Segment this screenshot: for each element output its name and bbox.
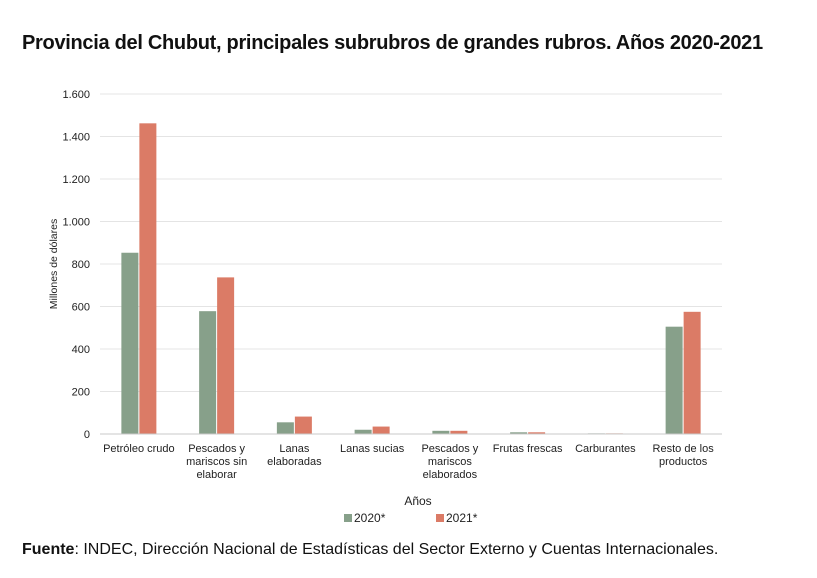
- bar-2020-5: [510, 432, 528, 434]
- source-label: Fuente: [22, 541, 75, 558]
- source-note: Fuente: INDEC, Dirección Nacional de Est…: [22, 541, 718, 559]
- x-tick-label-line: Resto de los: [653, 443, 715, 455]
- bar-2020-3: [354, 429, 372, 434]
- x-tick-label-line: mariscos sin: [186, 456, 247, 468]
- y-tick-label: 600: [72, 302, 90, 314]
- y-tick-label: 1.400: [62, 132, 90, 144]
- bar-2021-7: [683, 311, 701, 434]
- x-tick-label-line: productos: [659, 456, 708, 468]
- bars: [121, 123, 701, 434]
- x-tick-label-line: elaborar: [196, 469, 237, 481]
- gridlines: [100, 93, 722, 392]
- y-axis-ticks: 0 200 400 600 800 1.000 1.200 1.400 1.600: [62, 89, 90, 441]
- x-tick-label: Frutas frescas: [493, 443, 563, 455]
- legend: 2020* 2021*: [344, 511, 478, 525]
- x-tick-label: Carburantes: [575, 443, 636, 455]
- x-tick-label-line: Pescados y: [188, 443, 245, 455]
- x-tick-label: Resto de los productos: [653, 443, 715, 468]
- bar-2020-7: [665, 326, 683, 434]
- legend-swatch: [344, 514, 352, 522]
- bar-2021-0: [139, 123, 157, 434]
- x-tick-label: Pescados y mariscos sin elaborar: [186, 443, 247, 481]
- bar-2020-0: [121, 252, 139, 434]
- x-axis-label: Años: [404, 494, 431, 508]
- y-tick-label: 1.000: [62, 217, 90, 229]
- x-tick-label-line: Carburantes: [575, 443, 636, 455]
- source-text: : INDEC, Dirección Nacional de Estadísti…: [74, 541, 719, 558]
- y-tick-label: 200: [72, 387, 90, 399]
- bar-2021-4: [450, 430, 468, 434]
- y-tick-label: 1.600: [62, 89, 90, 101]
- x-tick-label: Petróleo crudo: [103, 443, 175, 455]
- x-tick-label-line: mariscos: [428, 456, 473, 468]
- y-tick-label: 400: [72, 344, 90, 356]
- x-tick-label: Pescados y mariscos elaborados: [421, 443, 478, 481]
- x-tick-label-line: Pescados y: [421, 443, 478, 455]
- y-tick-label: 0: [84, 429, 90, 441]
- bar-2021-2: [294, 416, 312, 434]
- bar-2021-3: [372, 426, 390, 434]
- bar-2021-1: [217, 277, 235, 434]
- y-tick-label: 1.200: [62, 174, 90, 186]
- x-tick-label-line: Petróleo crudo: [103, 443, 175, 455]
- x-tick-label-line: elaboradas: [267, 456, 322, 468]
- bar-2021-5: [528, 432, 546, 434]
- bar-2020-2: [276, 422, 294, 434]
- x-tick-label: Lanas elaboradas: [267, 443, 322, 468]
- x-tick-label-line: elaborados: [423, 469, 478, 481]
- y-axis-label: Millones de dólares: [48, 219, 60, 309]
- chart-title: Provincia del Chubut, principales subrub…: [22, 32, 763, 54]
- x-axis-ticks: Petróleo crudo Pescados y mariscos sin elab…: [103, 443, 714, 481]
- legend-label: 2021*: [446, 511, 478, 525]
- x-tick-label-line: Lanas sucias: [340, 443, 405, 455]
- legend-label: 2020*: [354, 511, 386, 525]
- x-tick-label-line: Frutas frescas: [493, 443, 563, 455]
- legend-swatch: [436, 514, 444, 522]
- x-tick-label: Lanas sucias: [340, 443, 405, 455]
- y-tick-label: 800: [72, 259, 90, 271]
- bar-2020-4: [432, 430, 450, 434]
- bar-2020-1: [199, 311, 217, 434]
- x-tick-label-line: Lanas: [279, 443, 309, 455]
